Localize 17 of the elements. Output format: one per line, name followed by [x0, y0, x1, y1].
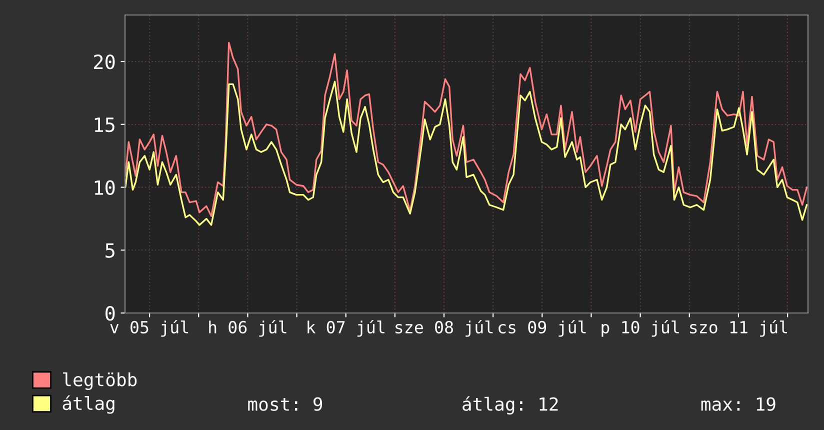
- text: most: 9: [248, 397, 322, 411]
- x-tick-label: sze 08 júl: [396, 320, 493, 337]
- x-tick-label: v 05 júl: [110, 320, 188, 337]
- x-tick-label: szo 11 júl: [690, 320, 788, 337]
- x-tick-label: cs 09 júl: [498, 320, 586, 337]
- y-tick-label: 0: [106, 306, 115, 321]
- x-tick-label: p 10 júl: [602, 320, 679, 337]
- x-tick-label: k 07 júl: [308, 320, 384, 337]
- legend-label: legtöbb: [63, 372, 137, 390]
- legend-label: átlag: [62, 395, 114, 414]
- y-tick-label: 20: [94, 54, 115, 70]
- y-tick-label: 5: [106, 243, 114, 258]
- text: max: 19: [701, 397, 776, 411]
- y-tick-label: 10: [94, 180, 115, 195]
- x-tick-label: h 06 júl: [209, 320, 286, 337]
- y-tick-label: 15: [94, 118, 114, 132]
- text: átlag: 12: [462, 396, 558, 415]
